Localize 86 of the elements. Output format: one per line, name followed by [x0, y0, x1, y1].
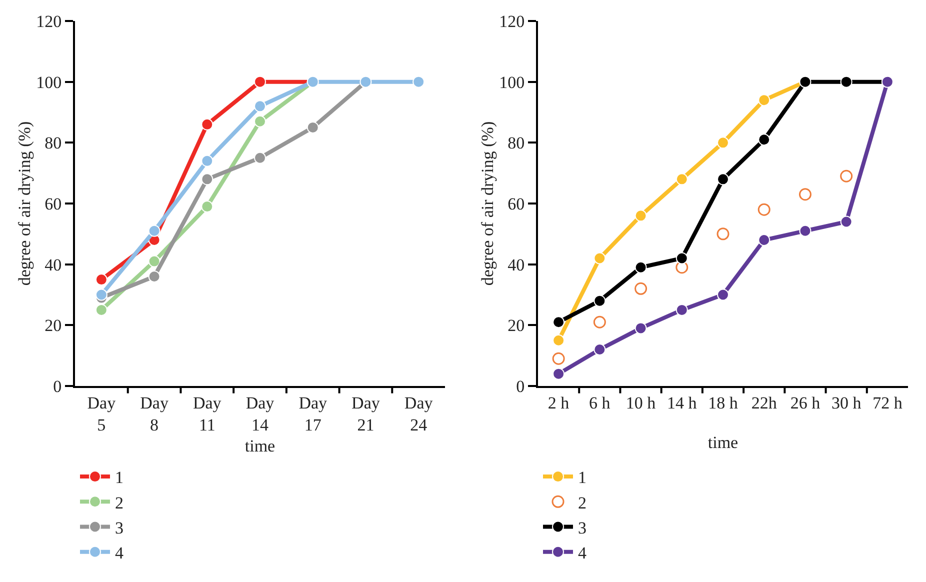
point [758, 94, 770, 106]
point [840, 76, 852, 88]
x-tick-label: Day 8 [140, 393, 169, 434]
point [254, 152, 266, 164]
legend-label: 2 [115, 493, 124, 512]
point [95, 304, 108, 316]
y-tick-label: 40 [44, 255, 62, 274]
x-tick-label: Day 17 [298, 393, 328, 434]
y-tick-label: 20 [508, 316, 525, 336]
x-tick-label: Day 5 [87, 393, 116, 434]
y-tick-label: 60 [508, 194, 525, 214]
point [634, 322, 647, 334]
point [148, 270, 160, 282]
point [254, 76, 266, 88]
point [95, 288, 108, 301]
x-tick-label: Day 11 [192, 393, 222, 434]
point [552, 368, 565, 380]
point [148, 224, 160, 237]
point [552, 316, 565, 328]
point [717, 173, 729, 186]
y-tick-label: 20 [44, 316, 62, 336]
y-tick-label: 40 [508, 255, 525, 274]
x-tick-label: 2 h [548, 393, 570, 412]
y-axis-title: degree of air drying (%) [478, 121, 497, 286]
legend-label: 4 [115, 543, 124, 562]
y-tick-label: 100 [36, 72, 62, 92]
point [840, 170, 853, 182]
x-tick-label: 18 h [708, 393, 738, 412]
legend-label: 3 [578, 518, 586, 538]
point [594, 294, 606, 307]
point [758, 234, 770, 246]
y-tick-label: 60 [44, 194, 62, 214]
x-axis-title: time [244, 436, 276, 456]
y-axis-title: degree of air drying (%) [15, 121, 34, 286]
legend-label: 2 [578, 493, 586, 512]
point [95, 274, 108, 286]
point [201, 118, 214, 130]
y-tick-label: 120 [499, 12, 525, 31]
point [634, 210, 647, 222]
point [254, 100, 266, 112]
x-tick-label: Day 21 [352, 393, 380, 434]
point [758, 203, 770, 216]
x-tick-label: 26 h [790, 393, 821, 412]
y-tick-label: 100 [499, 72, 525, 92]
point [594, 344, 606, 356]
point [201, 200, 214, 213]
legend-label: 4 [578, 543, 587, 562]
legend-label: 1 [115, 468, 124, 488]
point [552, 352, 565, 365]
point [840, 216, 852, 228]
x-tick-label: 30 h [831, 393, 862, 412]
x-axis-title: time [708, 433, 738, 452]
point [717, 288, 729, 301]
point [676, 304, 688, 316]
x-tick-label: 14 h [667, 393, 698, 412]
point [716, 228, 730, 240]
y-tick-label: 80 [508, 134, 525, 153]
x-tick-label: 72 h [872, 393, 903, 412]
point [676, 173, 688, 186]
legend-label: 1 [578, 468, 586, 488]
point [676, 252, 688, 264]
point [634, 261, 647, 274]
point [758, 134, 770, 146]
point [594, 252, 606, 264]
x-tick-label: 22h [751, 393, 778, 412]
point [634, 282, 648, 295]
point [717, 136, 729, 149]
point [201, 154, 214, 167]
y-tick-label: 0 [516, 376, 525, 396]
point [676, 261, 688, 274]
y-tick-label: 120 [36, 12, 62, 31]
point [148, 255, 160, 268]
point [412, 76, 425, 88]
point [201, 173, 214, 186]
point [798, 188, 812, 201]
x-tick-label: 6 h [589, 393, 611, 412]
x-tick-label: 10 h [626, 393, 656, 412]
y-tick-label: 80 [44, 134, 62, 153]
point [254, 115, 266, 128]
y-tick-label: 0 [53, 376, 62, 396]
x-tick-label: Day 24 [404, 393, 434, 434]
point [552, 334, 565, 346]
point [799, 224, 812, 237]
point [306, 121, 319, 134]
legend-label: 3 [115, 518, 124, 538]
point [593, 316, 606, 328]
